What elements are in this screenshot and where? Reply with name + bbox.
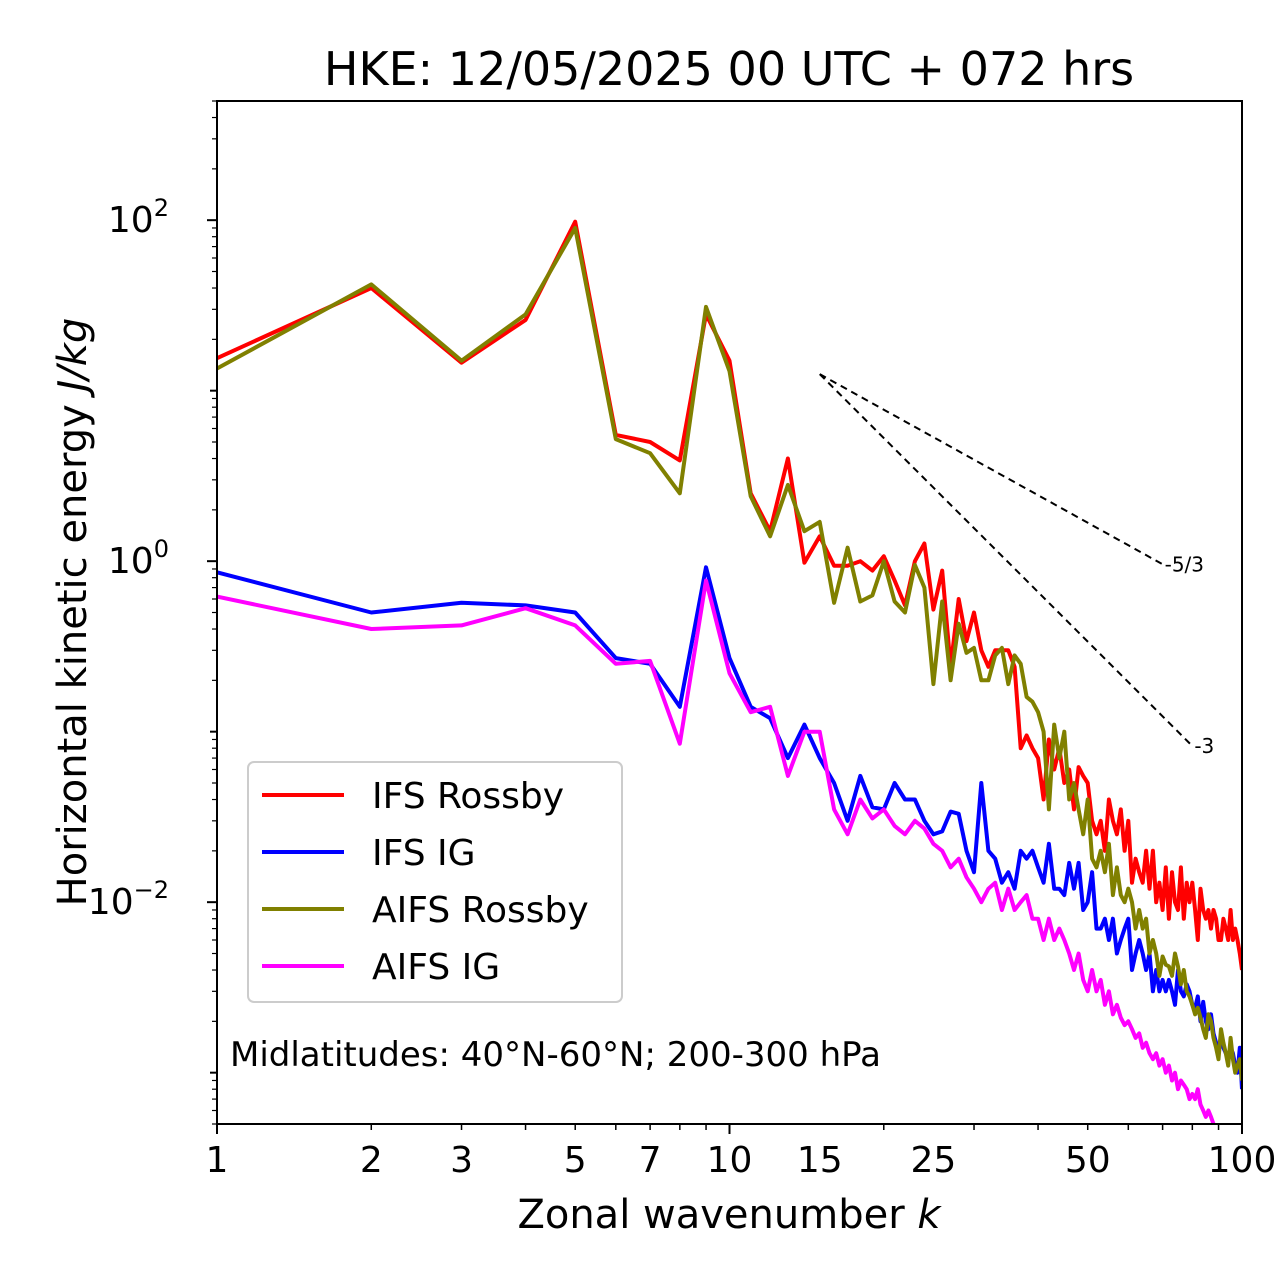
series-lines bbox=[217, 219, 1242, 1124]
reference-line bbox=[819, 373, 1194, 747]
plot-frame bbox=[216, 100, 1243, 1125]
x-tick-label: 100 bbox=[1208, 1140, 1277, 1181]
x-tick-label: 25 bbox=[911, 1140, 957, 1181]
x-tick-label: 7 bbox=[639, 1140, 662, 1181]
legend-label: IFS Rossby bbox=[372, 776, 564, 817]
series-line bbox=[217, 226, 1242, 1081]
y-tick-label: 102 bbox=[108, 194, 169, 241]
legend-label: AIFS Rossby bbox=[372, 890, 589, 931]
region-annotation: Midlatitudes: 40°N-60°N; 200-300 hPa bbox=[230, 1035, 881, 1075]
reference-line-label: -5/3 bbox=[1165, 552, 1204, 576]
reference-line-label: -3 bbox=[1194, 734, 1214, 758]
series-line bbox=[217, 565, 1242, 1090]
legend-box bbox=[247, 761, 623, 1003]
x-tick-labels: 1 2 3 5 7 10 15 25 50 100 bbox=[206, 1140, 1277, 1181]
legend-label: AIFS IG bbox=[372, 947, 500, 988]
y-tick-label: 10−2 bbox=[88, 876, 169, 923]
legend: IFS Rossby IFS IG AIFS Rossby AIFS IG bbox=[247, 761, 623, 1003]
legend-label: IFS IG bbox=[372, 833, 476, 874]
series-line bbox=[217, 578, 1216, 1124]
x-tick-label: 50 bbox=[1065, 1140, 1111, 1181]
y-tick-label: 100 bbox=[108, 535, 169, 582]
x-tick-label: 5 bbox=[564, 1140, 587, 1181]
x-tick-label: 3 bbox=[450, 1140, 473, 1181]
y-tick-labels: 102 100 10−2 bbox=[88, 194, 169, 923]
reference-slope-lines bbox=[819, 373, 1194, 747]
series-line bbox=[217, 219, 1242, 971]
x-tick-label: 1 bbox=[206, 1140, 229, 1181]
x-tick-label: 15 bbox=[797, 1140, 843, 1181]
reference-line bbox=[819, 373, 1164, 566]
x-tick-label: 10 bbox=[707, 1140, 753, 1181]
x-axis-label: Zonal wavenumber k bbox=[517, 1192, 942, 1238]
x-tick-label: 2 bbox=[360, 1140, 383, 1181]
y-axis-label: Horizontal kinetic energy J/kg bbox=[50, 318, 96, 907]
chart-title: HKE: 12/05/2025 00 UTC + 072 hrs bbox=[324, 42, 1134, 96]
